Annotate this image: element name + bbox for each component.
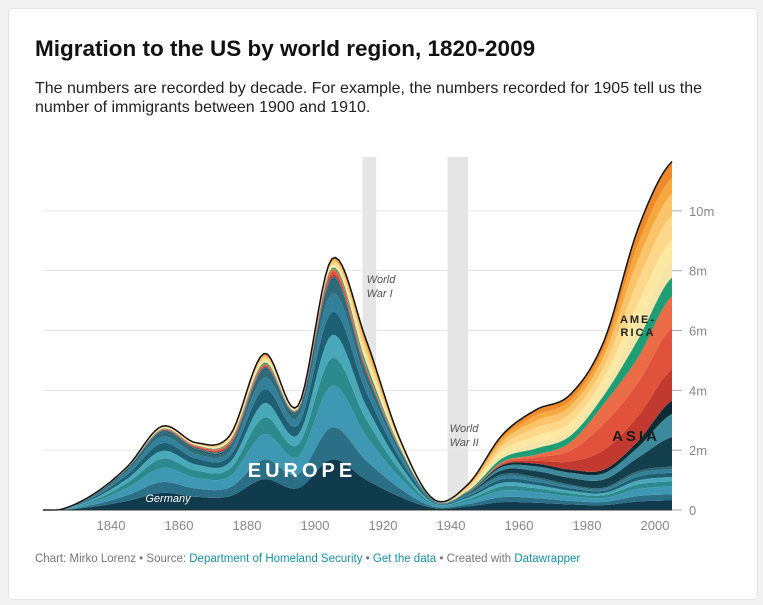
x-tick-label: 1900: [301, 518, 330, 533]
america-label: AME-: [620, 314, 656, 326]
y-tick-label: 2m: [689, 443, 707, 458]
america-label: RICA: [621, 327, 656, 339]
chart-title: Migration to the US by world region, 182…: [35, 36, 536, 61]
x-tick-label: 1920: [369, 518, 398, 533]
x-tick-label: 1860: [165, 518, 194, 533]
x-tick-label: 1980: [573, 518, 602, 533]
war-band-label: War I: [367, 288, 393, 300]
war-band-label: World: [450, 423, 480, 435]
europe-area-layer: [43, 427, 672, 510]
chart-footer: Chart: Mirko Lorenz • Source: Department…: [35, 553, 581, 565]
total-outline: [43, 160, 673, 511]
europe-area-layer: [43, 293, 672, 510]
y-tick-label: 4m: [689, 383, 707, 398]
x-tick-label: 1840: [97, 518, 126, 533]
source-label: Source:: [146, 553, 187, 565]
war-band-label: War II: [450, 437, 479, 449]
other-area-layer: [43, 278, 672, 510]
datawrapper-link[interactable]: Datawrapper: [514, 553, 581, 565]
y-tick-label: 8m: [689, 264, 707, 279]
asia-label: ASIA: [612, 428, 660, 445]
europe-label: EUROPE: [248, 460, 356, 482]
x-tick-label: 1960: [505, 518, 534, 533]
y-tick-label: 10m: [689, 204, 714, 219]
source-link[interactable]: Department of Homeland Security: [189, 553, 363, 565]
y-tick-label: 0: [689, 503, 696, 518]
x-tick-label: 1940: [437, 518, 466, 533]
europe-area-layer: [43, 311, 672, 510]
get-data-link[interactable]: Get the data: [372, 553, 437, 565]
europe-area-layer: [43, 459, 672, 510]
germany-label: Germany: [145, 493, 192, 505]
y-tick-label: 6m: [689, 324, 707, 339]
created-label: Created with: [446, 553, 512, 565]
europe-area-layer: [43, 358, 672, 510]
x-tick-label: 2000: [641, 518, 670, 533]
war-band-label: World: [367, 274, 397, 286]
europe-area-layer: [43, 279, 672, 510]
chart-subtitle: The numbers are recorded by decade. For …: [35, 80, 703, 116]
europe-area-layer: [43, 385, 672, 510]
europe-area-layer: [43, 334, 672, 510]
war-band-2: [447, 157, 468, 510]
x-tick-label: 1880: [233, 518, 262, 533]
chart-credit: Chart: Mirko Lorenz: [35, 553, 136, 565]
